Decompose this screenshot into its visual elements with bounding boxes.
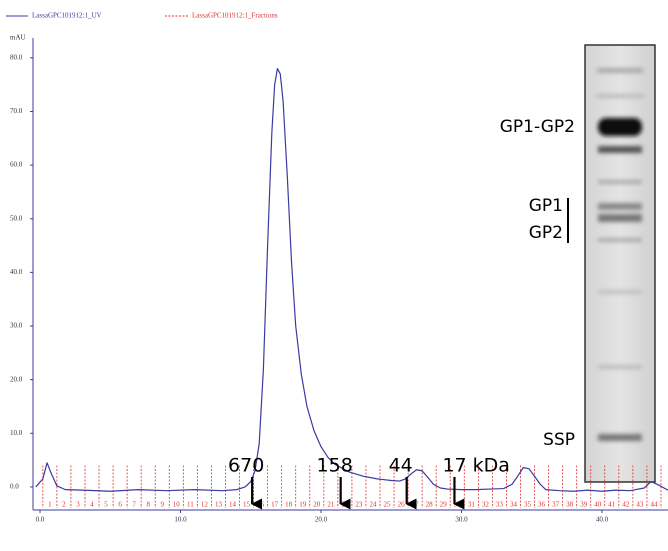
legend-label: LassaGPC101912:1_Fractions — [192, 12, 278, 20]
fraction-label: 44 — [650, 501, 658, 509]
x-tick-label: 30.0 — [455, 516, 468, 524]
fraction-label: 42 — [622, 501, 630, 509]
gel-label: GP1 — [529, 196, 563, 216]
fraction-label: 40 — [594, 501, 602, 509]
x-tick-label: 0.0 — [36, 516, 45, 524]
y-tick-label: 70.0 — [10, 107, 23, 115]
gel-frame — [585, 45, 655, 482]
fraction-label: 32 — [482, 501, 490, 509]
fraction-label: 31 — [468, 501, 476, 509]
y-tick-label: 0.0 — [10, 483, 19, 491]
y-tick-label: 30.0 — [10, 322, 23, 330]
fraction-label: 36 — [538, 501, 546, 509]
fraction-label: 2 — [62, 501, 66, 509]
y-tick-label: 80.0 — [10, 53, 23, 61]
x-tick-label: 40.0 — [596, 516, 609, 524]
y-tick-label: 20.0 — [10, 375, 23, 383]
x-tick-label: 10.0 — [174, 516, 187, 524]
x-tick-label: 20.0 — [315, 516, 328, 524]
fraction-label: 38 — [566, 501, 574, 509]
y-tick-label: 10.0 — [10, 429, 23, 437]
fraction-label: 12 — [201, 501, 209, 509]
fraction-label: 27 — [412, 501, 420, 509]
fraction-label: 35 — [524, 501, 532, 509]
fraction-label: 17 — [271, 501, 279, 509]
fraction-label: 14 — [229, 501, 237, 509]
fraction-label: 43 — [636, 501, 644, 509]
fraction-label: 9 — [160, 501, 164, 509]
marker-label: 17 kDa — [442, 455, 510, 477]
fraction-label: 28 — [426, 501, 434, 509]
fraction-label: 10 — [173, 501, 181, 509]
fraction-label: 24 — [369, 501, 377, 509]
y-tick-label: 60.0 — [10, 161, 23, 169]
fraction-label: 11 — [187, 501, 194, 509]
fraction-label: 15 — [243, 501, 251, 509]
gel-label: SSP — [543, 430, 575, 450]
fraction-label: 21 — [327, 501, 335, 509]
fraction-label: 26 — [398, 501, 406, 509]
legend-label: LassaGPC101912:1_UV — [32, 12, 102, 20]
fraction-label: 7 — [132, 501, 136, 509]
fraction-label: 13 — [215, 501, 223, 509]
fraction-label: 34 — [510, 501, 518, 509]
fraction-label: 41 — [608, 501, 616, 509]
y-tick-label: 50.0 — [10, 214, 23, 222]
marker-label: 670 — [228, 455, 264, 477]
fraction-label: 1 — [48, 501, 52, 509]
fraction-label: 39 — [580, 501, 588, 509]
fraction-label: 8 — [146, 501, 150, 509]
fraction-label: 18 — [285, 501, 293, 509]
gel-image — [568, 45, 655, 482]
fraction-label: 3 — [76, 501, 80, 509]
fraction-label: 33 — [496, 501, 504, 509]
y-tick-label: 40.0 — [10, 268, 23, 276]
chart: mAU GP1-GP2 GP1 GP2 SSP LassaGPC101912:1… — [0, 0, 668, 551]
fraction-label: 5 — [104, 501, 108, 509]
marker-label: 158 — [317, 455, 353, 477]
fraction-label: 20 — [313, 501, 321, 509]
fraction-label: 16 — [257, 501, 265, 509]
fraction-label: 6 — [118, 501, 122, 509]
y-axis-label: mAU — [10, 34, 26, 42]
fraction-label: 19 — [299, 501, 307, 509]
marker-label: 44 — [389, 455, 413, 477]
gel-label: GP1-GP2 — [500, 117, 575, 137]
fraction-label: 25 — [384, 501, 392, 509]
fraction-label: 29 — [440, 501, 448, 509]
fraction-label: 4 — [90, 501, 94, 509]
gel-label: GP2 — [529, 223, 563, 243]
fraction-label: 37 — [552, 501, 560, 509]
fraction-label: 22 — [341, 501, 349, 509]
fraction-label: 23 — [355, 501, 363, 509]
